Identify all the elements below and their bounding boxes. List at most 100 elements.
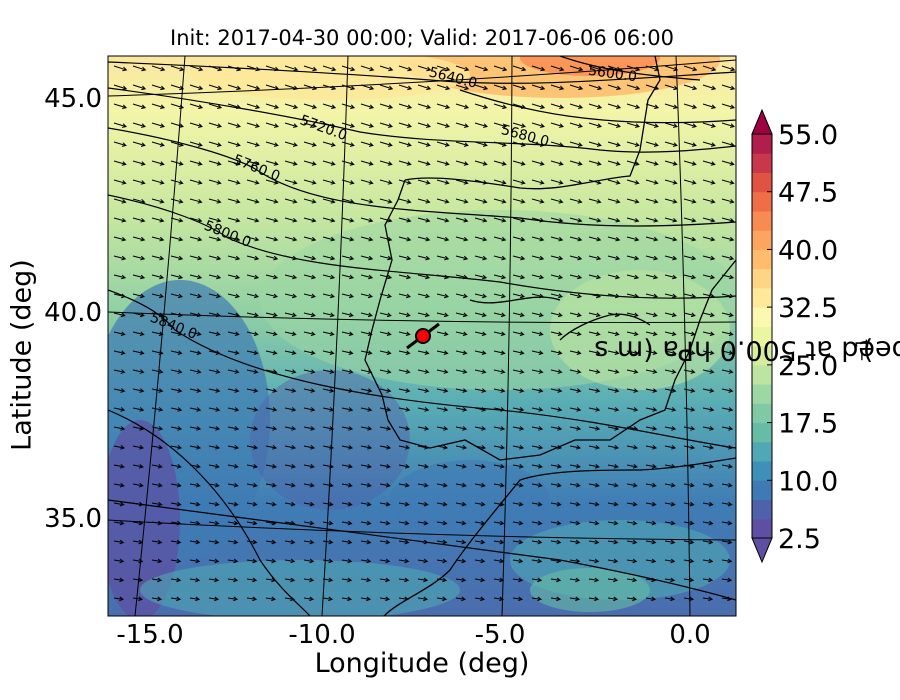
wind-arrow [607, 501, 619, 507]
colorbar-segment [752, 461, 772, 481]
wind-arrow [436, 426, 449, 431]
wind-arrow [512, 217, 526, 223]
wind-arrow [702, 122, 716, 128]
wind-arrow [246, 217, 260, 223]
wind-arrow [455, 407, 468, 412]
wind-arrow [322, 369, 335, 374]
wind-arrow [322, 388, 335, 393]
wind-arrow [132, 103, 147, 110]
wind-arrow [683, 236, 697, 242]
wind-arrow [512, 179, 526, 185]
wind-arrow [132, 255, 146, 261]
wind-arrow [721, 388, 734, 393]
wind-arrow [531, 407, 544, 412]
wind-arrow [113, 179, 127, 185]
wind-arrow [436, 331, 449, 337]
colorbar: 2.5 10.0 17.5 25.0 32.5 40.0 47.5 55.0 [751, 108, 838, 564]
wind-arrow [341, 350, 354, 355]
wind-arrow [474, 293, 487, 299]
wind-arrow [189, 577, 201, 583]
wind-arrow [227, 520, 239, 526]
coastline-segment [559, 313, 651, 341]
wind-arrow [284, 388, 297, 393]
wind-arrow [303, 160, 317, 166]
wind-arrow [455, 179, 469, 185]
wind-arrow [132, 596, 144, 602]
wind-arrow [512, 596, 524, 602]
wind-arrow [436, 293, 449, 299]
wind-arrow [379, 198, 393, 204]
wind-arrow [417, 312, 430, 318]
colorbar-segment [752, 191, 772, 212]
wind-arrow [493, 369, 506, 374]
wind-arrow [512, 350, 525, 355]
wind-arrow [664, 217, 678, 223]
wind-arrow [398, 217, 412, 223]
wind-arrow [474, 236, 488, 242]
wind-arrow [284, 255, 298, 261]
wind-arrow [227, 539, 239, 545]
wind-arrow [493, 179, 507, 185]
wind-arrow [683, 312, 696, 318]
wind-arrow [341, 539, 353, 545]
wind-arrow [246, 274, 260, 280]
wind-arrow [170, 482, 182, 488]
wind-arrow [474, 577, 486, 583]
colorbar-segment [752, 422, 772, 443]
wind-arrow [151, 331, 164, 337]
wind-arrow [493, 122, 507, 128]
wind-arrow [151, 103, 166, 110]
wind-arrow [455, 331, 468, 337]
wind-arrow [151, 198, 165, 204]
wind-arrow [702, 255, 716, 261]
wind-arrow [569, 217, 583, 223]
wind-arrow [208, 501, 220, 507]
wind-arrow [550, 369, 563, 374]
wind-arrow [170, 84, 185, 91]
wind-arrow [550, 160, 564, 166]
contour-line [459, 89, 736, 124]
wind-arrow [626, 103, 641, 110]
wind-arrow [284, 463, 296, 469]
wind-arrow [626, 369, 639, 374]
wind-arrow [170, 198, 184, 204]
wind-arrow [626, 331, 639, 337]
contour-line [559, 56, 701, 81]
wind-arrow [493, 274, 507, 280]
wind-arrow [379, 520, 391, 526]
colorbar-extend-low [751, 537, 773, 564]
wind-arrow [474, 274, 488, 280]
wind-arrow [607, 141, 621, 147]
wind-arrow [417, 445, 430, 450]
wind-arrow [531, 103, 546, 110]
wind-arrow [626, 312, 639, 318]
wind-arrow [360, 577, 372, 583]
wind-arrow [208, 558, 220, 564]
wind-arrow [417, 236, 431, 242]
wind-arrow [607, 388, 620, 393]
wind-arrow [626, 217, 640, 223]
meridian-line [501, 56, 513, 616]
wind-arrow [569, 198, 583, 204]
wind-arrow [398, 407, 411, 412]
wind-arrow [702, 350, 715, 355]
wind-arrow [721, 520, 733, 526]
wind-arrow [227, 501, 239, 507]
wind-arrow [607, 274, 621, 280]
wind-arrow [664, 141, 678, 147]
wind-arrow [398, 160, 412, 166]
wind-arrow [550, 293, 563, 299]
colorbar-segment [752, 518, 772, 539]
wind-arrow [607, 463, 619, 469]
wind-arrow [132, 274, 146, 280]
wind-arrow [702, 426, 715, 431]
wind-arrow [512, 198, 526, 204]
wind-arrow [607, 445, 620, 450]
wind-arrow [189, 501, 201, 507]
wind-arrow [113, 198, 127, 204]
wind-arrow [322, 312, 335, 318]
wind-arrow [721, 501, 733, 507]
wind-arrow [398, 558, 410, 564]
wind-arrow [246, 255, 260, 261]
wind-arrow [189, 198, 203, 204]
